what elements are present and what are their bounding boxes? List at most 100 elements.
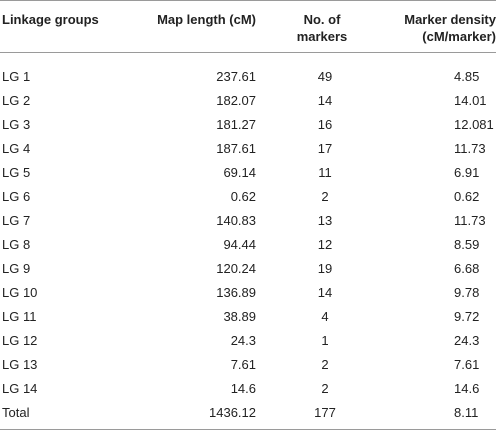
cell-marker-density-value: 6.91 <box>454 165 480 180</box>
table-row: Total 1436.12 177 8.11 <box>0 401 496 430</box>
table-row: LG 11 38.89 4 9.72 <box>0 305 496 329</box>
cell-map-length: 120.24 <box>216 261 256 276</box>
cell-marker-density: 12.081 <box>376 113 496 137</box>
cell-linkage-group: LG 5 <box>2 165 31 180</box>
cell-marker-density: 7.61 <box>376 353 496 377</box>
cell-marker-density-value: 14.6 <box>454 381 480 396</box>
cell-linkage-group: LG 3 <box>2 117 31 132</box>
cell-marker-density: 4.85 <box>376 53 496 90</box>
cell-map-length: 140.83 <box>216 213 256 228</box>
cell-marker-density: 14.01 <box>376 89 496 113</box>
table-row: LG 10 136.89 14 9.78 <box>0 281 496 305</box>
cell-marker-density: 6.68 <box>376 257 496 281</box>
cell-marker-density-value: 8.11 <box>454 405 479 420</box>
cell-marker-density: 8.59 <box>376 233 496 257</box>
header-marker-density-line2: (cM/marker) <box>422 29 496 44</box>
cell-no-of-markers: 14 <box>317 93 333 108</box>
cell-no-of-markers: 19 <box>317 261 333 276</box>
cell-marker-density: 6.91 <box>376 161 496 185</box>
cell-linkage-group: LG 6 <box>2 189 31 204</box>
cell-no-of-markers: 17 <box>317 141 333 156</box>
cell-linkage-group: LG 7 <box>2 213 31 228</box>
cell-marker-density-value: 11.73 <box>454 141 486 156</box>
cell-marker-density-value: 12.081 <box>454 117 494 132</box>
cell-linkage-group: LG 8 <box>2 237 31 252</box>
cell-map-length: 0.62 <box>230 189 256 204</box>
cell-no-of-markers: 2 <box>321 381 329 396</box>
table-row: LG 7 140.83 13 11.73 <box>0 209 496 233</box>
cell-no-of-markers: 16 <box>317 117 333 132</box>
header-map-length: Map length (cM) <box>118 0 266 53</box>
cell-linkage-group: LG 11 <box>2 309 37 324</box>
cell-no-of-markers: 49 <box>317 69 333 84</box>
table-header: Linkage groups Map length (cM) No. of ma… <box>0 0 496 53</box>
cell-no-of-markers: 11 <box>318 165 332 180</box>
cell-marker-density-value: 0.62 <box>454 189 480 204</box>
cell-no-of-markers: 177 <box>266 401 376 430</box>
table-row: LG 12 24.3 1 24.3 <box>0 329 496 353</box>
cell-marker-density-value: 9.72 <box>454 309 480 324</box>
cell-marker-density-value: 14.01 <box>454 93 487 108</box>
header-marker-density: Marker density (cM/marker) <box>376 0 496 53</box>
table-row: LG 9 120.24 19 6.68 <box>0 257 496 281</box>
cell-linkage-group: Total <box>0 401 118 430</box>
cell-marker-density: 0.62 <box>376 185 496 209</box>
cell-linkage-group: LG 13 <box>2 357 38 372</box>
table-row: LG 13 7.61 2 7.61 <box>0 353 496 377</box>
cell-marker-density-value: 24.3 <box>454 333 480 348</box>
cell-map-length: 237.61 <box>216 69 256 84</box>
cell-linkage-group: LG 1 <box>2 69 31 84</box>
header-row: Linkage groups Map length (cM) No. of ma… <box>0 0 496 53</box>
cell-linkage-group: LG 9 <box>2 261 31 276</box>
header-no-of-markers: No. of markers <box>266 0 376 53</box>
cell-map-length: 136.89 <box>216 285 256 300</box>
cell-no-of-markers: 4 <box>321 309 329 324</box>
table-body: LG 1 237.61 49 4.85 LG 2 182.07 14 14.01 LG 3 181… <box>0 53 496 430</box>
table-row: LG 1 237.61 49 4.85 <box>0 53 496 90</box>
cell-map-length: 187.61 <box>216 141 256 156</box>
cell-map-length: 69.14 <box>223 165 256 180</box>
cell-map-length: 7.61 <box>230 357 256 372</box>
cell-marker-density-value: 9.78 <box>454 285 480 300</box>
cell-marker-density: 14.6 <box>376 377 496 401</box>
cell-marker-density-value: 7.61 <box>454 357 480 372</box>
cell-linkage-group: LG 10 <box>2 285 38 300</box>
cell-map-length: 94.44 <box>223 237 256 252</box>
cell-map-length: 1436.12 <box>118 401 266 430</box>
table-row: LG 8 94.44 12 8.59 <box>0 233 496 257</box>
cell-marker-density: 11.73 <box>376 209 496 233</box>
cell-no-of-markers: 14 <box>317 285 333 300</box>
cell-map-length: 24.3 <box>230 333 256 348</box>
cell-linkage-group: LG 14 <box>2 381 38 396</box>
cell-marker-density: 8.11 <box>376 401 496 430</box>
header-linkage-groups: Linkage groups <box>0 0 118 53</box>
cell-marker-density: 11.73 <box>376 137 496 161</box>
cell-map-length: 181.27 <box>216 117 256 132</box>
cell-map-length: 38.89 <box>223 309 256 324</box>
table-row: LG 6 0.62 2 0.62 <box>0 185 496 209</box>
cell-no-of-markers: 12 <box>317 237 333 252</box>
cell-map-length: 182.07 <box>216 93 256 108</box>
cell-marker-density: 24.3 <box>376 329 496 353</box>
table-row: LG 4 187.61 17 11.73 <box>0 137 496 161</box>
cell-no-of-markers: 1 <box>321 333 329 348</box>
table-row: LG 5 69.14 11 6.91 <box>0 161 496 185</box>
cell-map-length: 14.6 <box>230 381 256 396</box>
cell-marker-density-value: 8.59 <box>454 237 480 252</box>
cell-marker-density-value: 4.85 <box>454 69 480 84</box>
cell-linkage-group: LG 2 <box>2 93 31 108</box>
cell-marker-density-value: 6.68 <box>454 261 480 276</box>
cell-marker-density: 9.78 <box>376 281 496 305</box>
cell-no-of-markers: 2 <box>321 189 329 204</box>
cell-no-of-markers: 13 <box>317 213 333 228</box>
table-row: LG 2 182.07 14 14.01 <box>0 89 496 113</box>
cell-no-of-markers: 2 <box>321 357 329 372</box>
cell-marker-density-value: 11.73 <box>454 213 486 228</box>
cell-linkage-group: LG 12 <box>2 333 38 348</box>
cell-linkage-group: LG 4 <box>2 141 31 156</box>
header-no-of-markers-line2: markers <box>296 29 348 44</box>
header-no-of-markers-line1: No. of <box>303 12 341 27</box>
cell-marker-density: 9.72 <box>376 305 496 329</box>
